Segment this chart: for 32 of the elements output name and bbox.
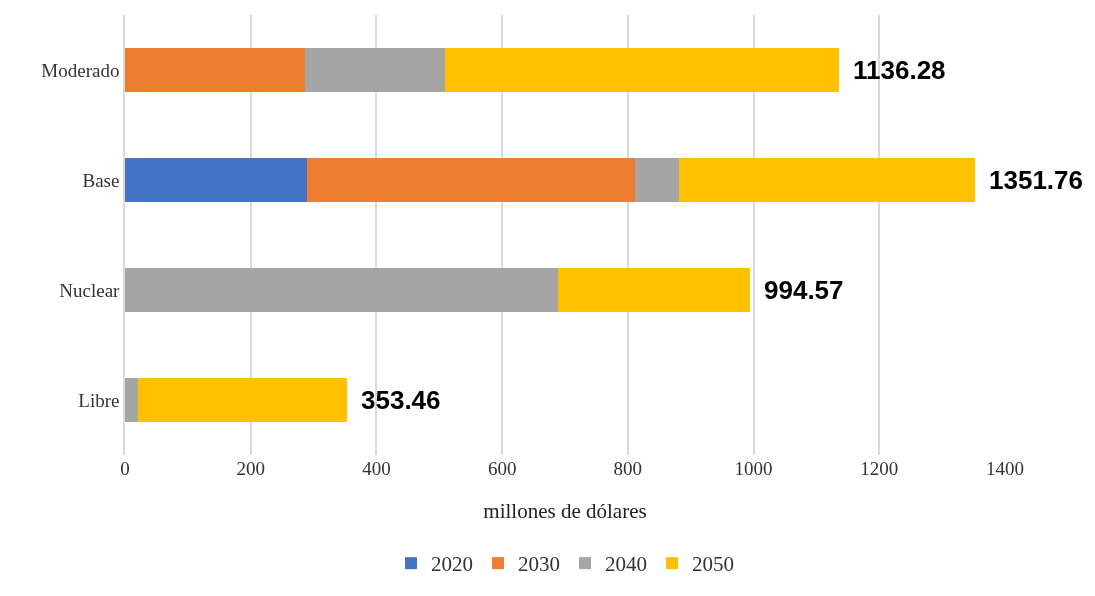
bar [125,378,139,422]
bar [444,48,840,92]
bar [125,158,307,202]
y-tick-label: Nuclear [59,279,121,301]
bar [635,158,680,202]
total-label: 994.57 [764,275,844,305]
bar [138,378,348,422]
x-axis-title: millones de dólares [483,499,647,524]
bar [125,268,559,312]
bar [306,158,636,202]
legend-label: 2040 [605,552,647,577]
x-tick-label: 600 [487,458,517,479]
bar [558,268,751,312]
bar [305,48,445,92]
x-tick-label: 400 [362,458,391,479]
legend-label: 2020 [431,552,473,577]
x-tick-label: 0 [120,458,130,479]
x-tick-label: 800 [613,458,643,479]
bar [679,158,975,202]
legend-label: 2030 [518,552,560,577]
total-label: 1351.76 [989,165,1083,195]
total-label: 353.46 [361,385,441,415]
total-label: 1136.28 [853,55,946,85]
x-tick-label: 1000 [734,458,773,479]
y-tick-label: Base [82,169,120,191]
y-tick-label: Libre [78,389,120,411]
legend-label: 2050 [692,552,734,577]
x-tick-label: 200 [236,458,265,479]
x-tick-label: 1200 [860,458,899,479]
y-tick-label: Moderado [41,59,120,81]
bar [125,48,306,92]
x-tick-label: 1400 [986,458,1024,479]
